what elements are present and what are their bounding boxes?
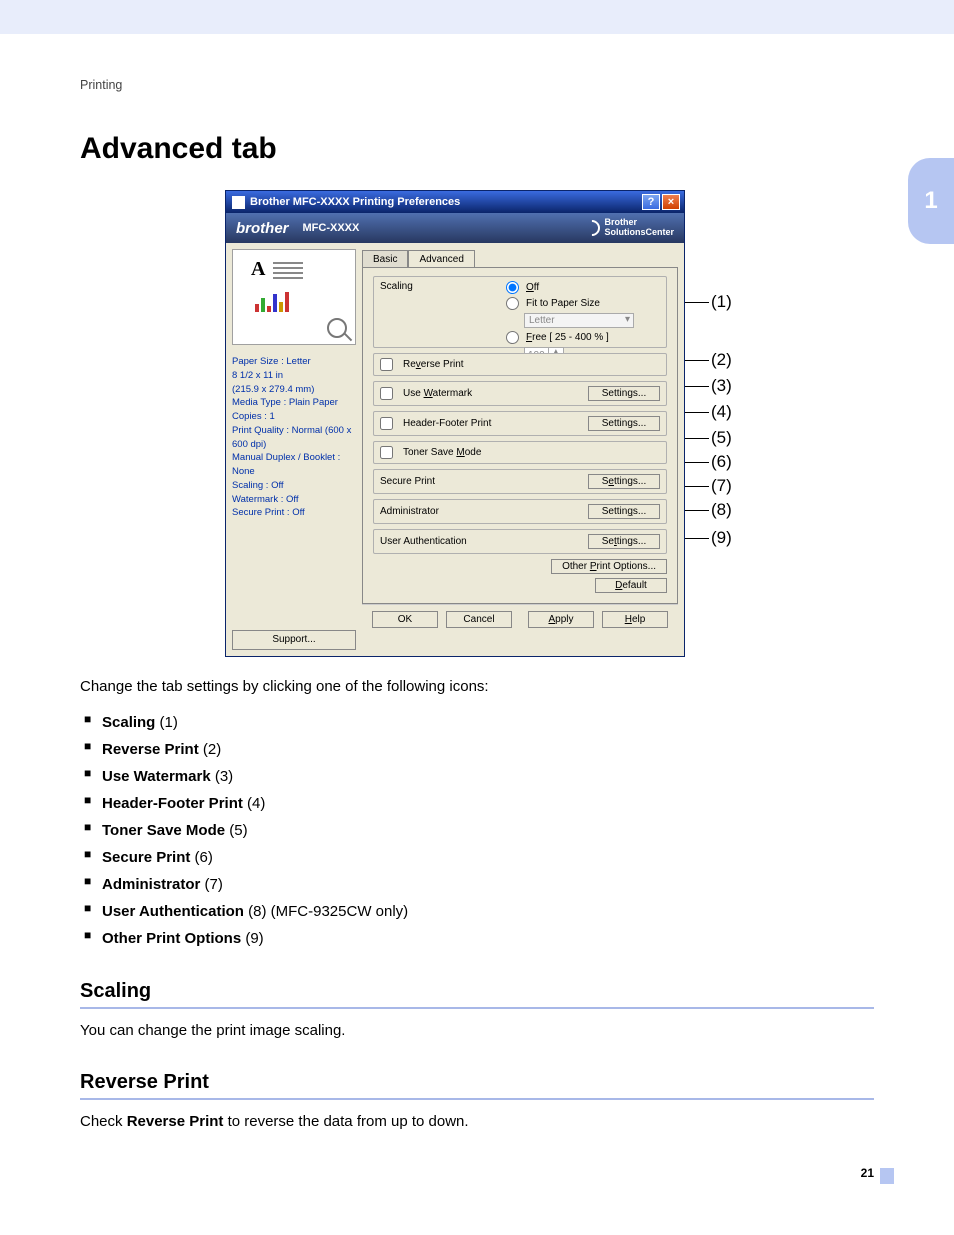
administrator-settings-button[interactable]: Settings... (588, 504, 660, 519)
list-item: Administrator (7) (80, 871, 874, 898)
use-watermark-label: Use Watermark (403, 388, 582, 399)
list-item: Use Watermark (3) (80, 763, 874, 790)
reverse-print-label: Reverse Print (403, 359, 660, 370)
scaling-fit-label: Fit to Paper Size (526, 298, 600, 309)
tabs: Basic Advanced (362, 249, 678, 267)
model-label: MFC-XXXX (303, 222, 585, 234)
list-item: User Authentication (8) (MFC-9325CW only… (80, 898, 874, 925)
list-item: Secure Print (6) (80, 844, 874, 871)
default-button[interactable]: Default (595, 578, 667, 593)
page-number: 21 (861, 1166, 874, 1180)
header-footer-checkbox[interactable] (380, 417, 393, 430)
toner-save-row: Toner Save Mode (373, 441, 667, 464)
titlebar: Brother MFC-XXXX Printing Preferences ? … (226, 191, 684, 213)
administrator-row: Administrator Settings... (373, 499, 667, 524)
titlebar-help-button[interactable]: ? (642, 194, 660, 210)
header-footer-settings-button[interactable]: Settings... (588, 416, 660, 431)
toner-save-checkbox[interactable] (380, 446, 393, 459)
dialog-footer: OK Cancel Apply Help (362, 604, 678, 634)
breadcrumb: Printing (80, 78, 874, 92)
scaling-free-radio[interactable] (506, 331, 519, 344)
scaling-fit-radio[interactable] (506, 297, 519, 310)
dialog-figure: Brother MFC-XXXX Printing Preferences ? … (225, 190, 729, 657)
scaling-heading: Scaling (80, 980, 874, 1009)
tab-advanced[interactable]: Advanced (408, 250, 474, 268)
administrator-label: Administrator (380, 506, 582, 517)
apply-button[interactable]: Apply (528, 611, 594, 628)
print-preferences-dialog: Brother MFC-XXXX Printing Preferences ? … (225, 190, 685, 657)
list-item: Reverse Print (2) (80, 736, 874, 763)
header-footer-label: Header-Footer Print (403, 418, 582, 429)
ok-button[interactable]: OK (372, 611, 438, 628)
status-panel: Paper Size : Letter 8 1/2 x 11 in (215.9… (232, 355, 356, 520)
scaling-free-label: Free [ 25 - 400 % ] (526, 332, 609, 343)
watermark-settings-button[interactable]: Settings... (588, 386, 660, 401)
page-number-accent (880, 1168, 894, 1184)
user-auth-settings-button[interactable]: Settings... (588, 534, 660, 549)
other-print-options-button[interactable]: Other Print Options... (551, 559, 667, 574)
preview-chart-icon (255, 290, 289, 312)
intro-text: Change the tab settings by clicking one … (80, 675, 874, 699)
secure-print-row: Secure Print Settings... (373, 469, 667, 494)
page-title: Advanced tab (80, 132, 874, 166)
tab-basic[interactable]: Basic (362, 250, 408, 268)
user-auth-row: User Authentication Settings... (373, 529, 667, 554)
secure-print-label: Secure Print (380, 476, 582, 487)
reverse-heading: Reverse Print (80, 1071, 874, 1100)
page-preview: A (232, 249, 356, 345)
secure-print-settings-button[interactable]: Settings... (588, 474, 660, 489)
brand-row: brother MFC-XXXX BrotherSolutionsCenter (226, 213, 684, 243)
list-item: Header-Footer Print (4) (80, 790, 874, 817)
preview-lines-icon (273, 262, 303, 282)
scaling-text: You can change the print image scaling. (80, 1019, 874, 1043)
toner-save-label: Toner Save Mode (403, 447, 660, 458)
reverse-print-row: Reverse Print (373, 353, 667, 376)
tab-page-advanced: Scaling Off Fit to Paper Size Letter Fre… (362, 267, 678, 604)
reverse-text: Check Reverse Print to reverse the data … (80, 1110, 874, 1134)
solutions-center-icon (581, 217, 604, 240)
list-item: Toner Save Mode (5) (80, 817, 874, 844)
chapter-tab: 1 (908, 158, 954, 244)
titlebar-close-button[interactable]: × (662, 194, 680, 210)
scaling-off-label: Off (526, 282, 539, 293)
fit-paper-select[interactable]: Letter (524, 313, 634, 328)
brother-logo: brother (236, 220, 289, 237)
help-button[interactable]: Help (602, 611, 668, 628)
magnifier-icon (327, 318, 347, 338)
reverse-print-checkbox[interactable] (380, 358, 393, 371)
user-auth-label: User Authentication (380, 536, 582, 547)
app-icon (232, 196, 245, 209)
list-item: Other Print Options (9) (80, 925, 874, 952)
support-button[interactable]: Support... (232, 630, 356, 650)
scaling-group: Scaling Off Fit to Paper Size Letter Fre… (373, 276, 667, 348)
window-title: Brother MFC-XXXX Printing Preferences (250, 196, 640, 208)
top-accent-bar (0, 0, 954, 34)
options-list: Scaling (1) Reverse Print (2) Use Waterm… (80, 709, 874, 952)
scaling-off-radio[interactable] (506, 281, 519, 294)
solutions-center-link[interactable]: BrotherSolutionsCenter (604, 218, 674, 238)
use-watermark-row: Use Watermark Settings... (373, 381, 667, 406)
header-footer-row: Header-Footer Print Settings... (373, 411, 667, 436)
cancel-button[interactable]: Cancel (446, 611, 512, 628)
list-item: Scaling (1) (80, 709, 874, 736)
preview-letter-icon: A (251, 258, 265, 281)
use-watermark-checkbox[interactable] (380, 387, 393, 400)
